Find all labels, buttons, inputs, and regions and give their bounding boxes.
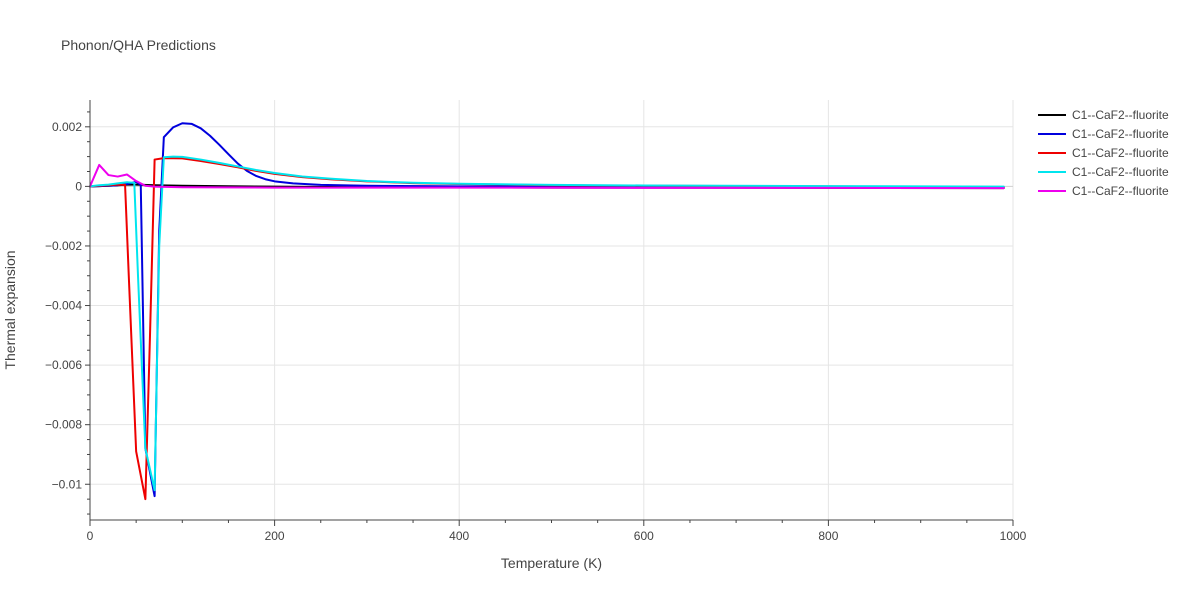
legend[interactable]: C1--CaF2--fluorite C1--CaF2--fluorite C1--… — [1038, 108, 1169, 198]
x-tick-label: 600 — [634, 529, 654, 543]
y-tick-label: −0.002 — [45, 239, 82, 253]
legend-label: C1--CaF2--fluorite — [1072, 108, 1169, 122]
legend-item-3[interactable]: C1--CaF2--fluorite — [1038, 146, 1169, 160]
y-tick-label: 0.002 — [52, 120, 82, 134]
grid — [90, 100, 1014, 520]
legend-label: C1--CaF2--fluorite — [1072, 127, 1169, 141]
legend-item-4[interactable]: C1--CaF2--fluorite — [1038, 165, 1169, 179]
legend-item-1[interactable]: C1--CaF2--fluorite — [1038, 108, 1169, 122]
x-tick-label: 800 — [818, 529, 838, 543]
axes: 0 200 400 600 800 1000 0.002 0 −0.002 −0.004 −0.00… — [45, 100, 1027, 543]
x-tick-label: 400 — [449, 529, 469, 543]
x-tick-label: 1000 — [1000, 529, 1027, 543]
y-tick-label: −0.004 — [45, 299, 82, 313]
legend-label: C1--CaF2--fluorite — [1072, 184, 1169, 198]
y-tick-label: −0.01 — [52, 477, 83, 491]
x-tick-label: 0 — [87, 529, 94, 543]
y-tick-label: −0.008 — [45, 418, 82, 432]
x-axis-title: Temperature (K) — [501, 555, 602, 571]
chart-title: Phonon/QHA Predictions — [61, 37, 216, 53]
x-tick-label: 200 — [265, 529, 285, 543]
legend-item-5[interactable]: C1--CaF2--fluorite — [1038, 184, 1169, 198]
legend-label: C1--CaF2--fluorite — [1072, 146, 1169, 160]
y-tick-label: 0 — [75, 179, 82, 193]
series-line-5[interactable] — [89, 163, 1005, 190]
plot-area[interactable] — [89, 122, 1005, 501]
legend-item-2[interactable]: C1--CaF2--fluorite — [1038, 127, 1169, 141]
y-tick-label: −0.006 — [45, 358, 82, 372]
legend-label: C1--CaF2--fluorite — [1072, 165, 1169, 179]
series-line-4[interactable] — [89, 155, 1005, 492]
y-axis-title: Thermal expansion — [2, 250, 18, 369]
series-line-3[interactable] — [89, 157, 1005, 501]
series-line-2[interactable] — [89, 122, 1005, 498]
